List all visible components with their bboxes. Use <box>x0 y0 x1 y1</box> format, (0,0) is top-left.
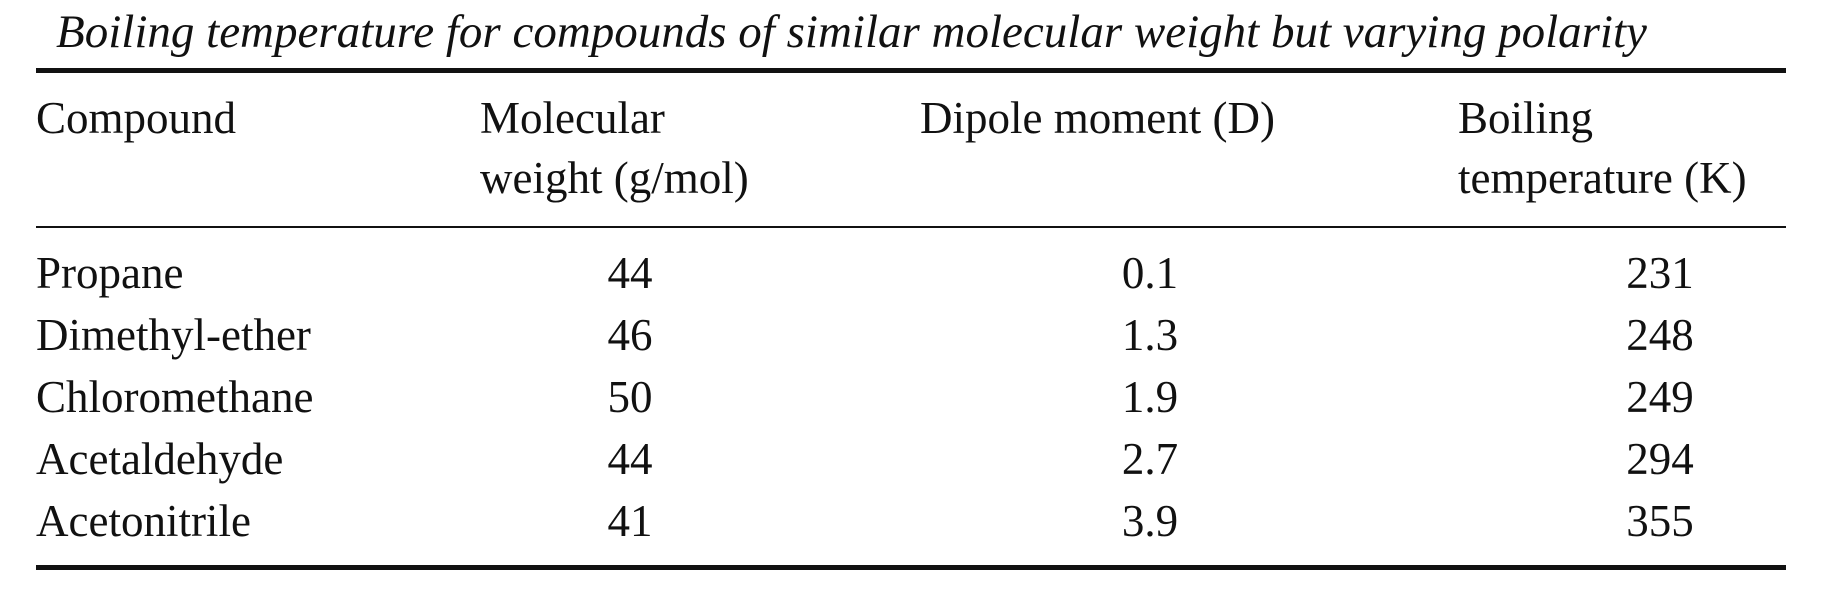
cell-boiling-temperature: 294 <box>1626 434 1694 484</box>
header-compound: Compound <box>36 88 236 148</box>
cell-dipole-moment: 2.7 <box>1121 434 1179 484</box>
cell-boiling-temperature: 249 <box>1626 372 1694 422</box>
cell-dipole-moment: 0.1 <box>1121 248 1179 298</box>
table-caption: Boiling temperature for compounds of sim… <box>56 6 1647 58</box>
header-boiling-temperature-line1: Boiling <box>1458 93 1594 143</box>
top-rule <box>36 68 1786 73</box>
cell-molecular-weight: 50 <box>607 372 653 422</box>
cell-boiling-temperature: 231 <box>1626 248 1694 298</box>
cell-molecular-weight: 44 <box>607 434 653 484</box>
cell-compound: Propane <box>36 248 184 298</box>
cell-boiling-temperature: 248 <box>1626 310 1694 360</box>
header-molecular-weight: Molecular weight (g/mol) <box>480 88 749 208</box>
cell-dipole-moment: 1.3 <box>1121 310 1179 360</box>
cell-molecular-weight: 44 <box>607 248 653 298</box>
header-dipole-moment-label: Dipole moment (D) <box>920 93 1275 143</box>
header-compound-label: Compound <box>36 93 237 143</box>
header-molecular-weight-line1: Molecular <box>480 93 665 143</box>
cell-dipole-moment: 3.9 <box>1121 496 1179 546</box>
header-boiling-temperature-line2: temperature (K) <box>1458 153 1747 203</box>
cell-compound: Acetaldehyde <box>36 434 284 484</box>
cell-dipole-moment: 1.9 <box>1121 372 1179 422</box>
cell-compound: Acetonitrile <box>36 496 251 546</box>
header-dipole-moment: Dipole moment (D) <box>920 88 1275 148</box>
header-boiling-temperature: Boiling temperature (K) <box>1458 88 1747 208</box>
cell-boiling-temperature: 355 <box>1626 496 1694 546</box>
bottom-rule <box>36 565 1786 570</box>
cell-compound: Chloromethane <box>36 372 314 422</box>
cell-molecular-weight: 46 <box>607 310 653 360</box>
header-rule <box>36 226 1786 228</box>
header-molecular-weight-line2: weight (g/mol) <box>480 153 749 203</box>
cell-molecular-weight: 41 <box>607 496 653 546</box>
cell-compound: Dimethyl-ether <box>36 310 311 360</box>
